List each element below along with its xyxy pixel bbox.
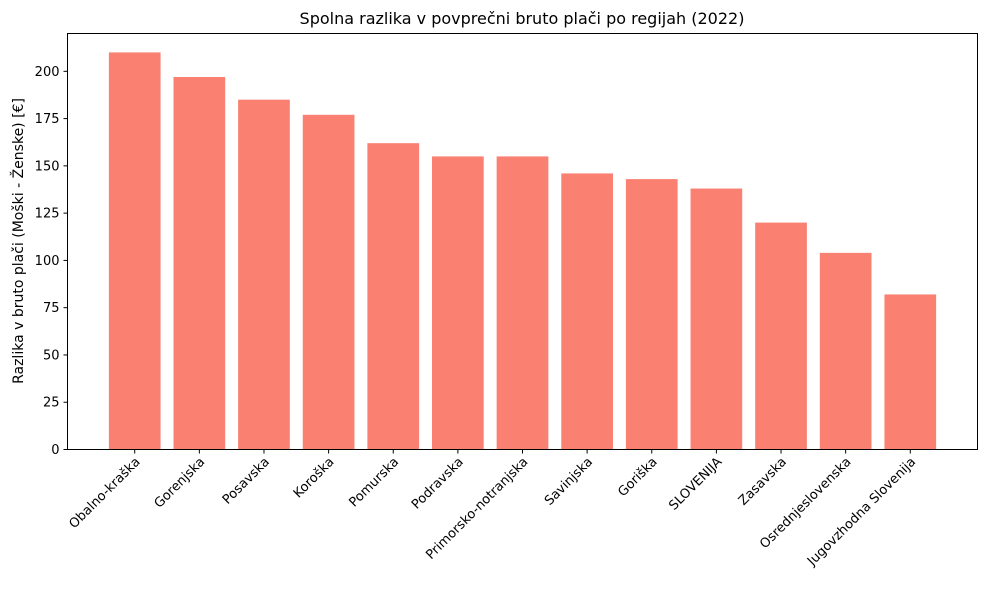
bar-0 [108,52,161,450]
y-tick-label-5: 125 [35,207,60,222]
x-tick-label-7: Savinjska [542,455,596,509]
bar-4 [367,143,420,450]
bar-10 [755,222,807,450]
x-tick-label-10: Zasavska [736,455,790,509]
y-tick-label-6: 150 [35,159,60,174]
bar-8 [625,179,678,450]
bar-9 [690,188,743,450]
bar-5 [432,156,484,450]
x-tick-label-8: Goriška [615,455,660,500]
y-tick-label-7: 175 [35,112,60,127]
y-tick-label-4: 100 [35,254,60,269]
y-tick-label-2: 50 [43,348,60,363]
y-tick-label-8: 200 [35,65,60,80]
x-tick-label-1: Gorenjska [152,455,209,512]
y-axis: 0 25 50 75 100 125 150 175 200 [35,65,68,458]
bar-6 [496,156,549,450]
bar-2 [238,99,290,450]
x-axis: Obalno-kraška Gorenjska Posavska Koroška Pom… [66,449,919,570]
x-tick-label-4: Pomurska [346,455,402,511]
bar-3 [302,114,355,450]
y-tick-label-1: 25 [43,396,60,411]
bars-group [108,52,937,450]
x-tick-label-0: Obalno-kraška [66,455,143,532]
bar-7 [561,173,613,450]
x-tick-label-9: SLOVENIJA [666,455,725,514]
x-tick-label-12: Jugovzhodna Slovenija [804,455,919,570]
x-tick-label-2: Posavska [220,455,273,508]
y-tick-label-3: 75 [43,301,60,316]
bar-1 [173,76,226,450]
bar-11 [819,252,872,450]
bar-12 [884,294,937,450]
y-axis-label: Razlika v bruto plači (Moški - Ženske) [… [9,98,27,384]
x-tick-label-5: Podravska [409,455,467,513]
x-tick-label-3: Koroška [291,455,338,502]
chart-title: Spolna razlika v povprečni bruto plači p… [300,9,745,28]
y-tick-label-0: 0 [51,443,59,458]
plot-frame [67,33,978,450]
